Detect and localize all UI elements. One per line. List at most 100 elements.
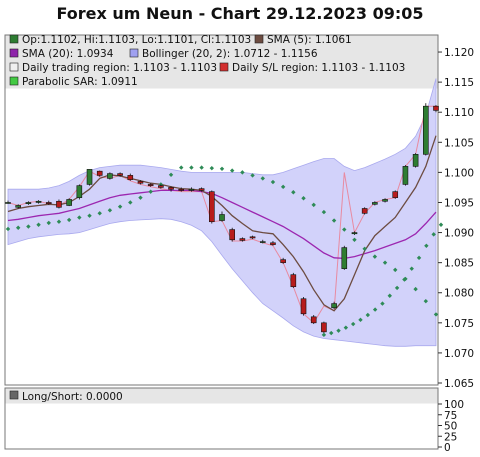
sar-dot [423,298,429,304]
sar-dot [148,189,153,194]
price-tick-label: 1.110 [444,107,474,119]
sar-dot [270,179,276,185]
candle-body [239,238,246,241]
sar-dot [416,255,422,261]
candle-body [423,105,429,155]
long-short-tick-label: 75 [444,410,457,422]
sar-dot [343,325,349,330]
legend-label: Bollinger (20, 2): 1.0712 - 1.1156 [142,48,318,60]
candle-body [351,232,358,235]
sar-dot [372,254,378,259]
legend-swatch [129,48,139,58]
sar-dot [321,209,327,215]
sar-dot [77,215,82,220]
sar-dot [107,208,113,213]
candle-body [433,105,439,111]
long-short-tick-label: 50 [444,421,457,433]
sar-dot [382,260,388,265]
candle-body [198,188,205,191]
lower-legend-box [5,388,438,404]
candle-body [178,188,185,191]
legend-swatch [9,62,19,72]
sar-dot [66,217,72,223]
candle-body [321,322,327,333]
candle-body [15,205,21,208]
sar-dot [280,184,286,190]
sar-dot [336,328,341,333]
candle-body [56,200,62,208]
candle-body [35,200,42,203]
long-short-tick-label: 25 [444,431,457,443]
sar-dot [5,226,11,232]
candle-body [259,241,266,243]
price-tick-label: 1.085 [444,258,474,270]
legend-swatch [9,76,19,86]
sar-dot [179,165,184,170]
sar-dot [138,195,143,200]
sar-dot [189,165,194,170]
sar-dot [250,173,255,178]
chart-title: Forex um Neun - Chart 29.12.2023 09:05 [56,4,424,23]
sar-dot [15,225,21,230]
candle-body [158,185,164,188]
candle-body [402,166,409,185]
candle-body [168,187,174,190]
sar-dot [46,220,51,226]
candle-body [249,236,256,239]
legend-label: Daily S/L region: 1.1103 - 1.1103 [232,62,405,74]
price-layer [5,78,444,347]
sar-dot [311,202,316,208]
sar-dot [431,232,436,237]
sar-dot [393,267,398,273]
sar-dot [433,312,439,317]
sar-dot [229,168,235,173]
legend-swatch [9,34,19,44]
sar-dot [240,170,245,175]
candle-body [107,173,113,179]
candle-body [45,202,52,204]
price-tick-label: 1.065 [444,378,474,390]
candle-body [341,247,348,269]
legend-label: Op:1.1102, Hi:1.1103, Lo:1.1101, Cl:1.11… [22,34,251,46]
candle-body [96,170,103,176]
sar-dot [117,204,123,209]
sar-dot [413,286,418,292]
sar-dot [209,165,215,171]
sar-dot [424,243,429,248]
price-tick-label: 1.090 [444,228,474,240]
sar-dot [362,246,367,252]
candle-body [219,214,225,221]
price-tick-label: 1.080 [444,288,474,300]
price-tick-label: 1.115 [444,77,474,89]
long-short-legend-swatch [9,390,19,400]
candle-body [137,181,144,184]
sar-dot [342,227,347,232]
candle-body [290,274,297,288]
legend-label: Parabolic SAR: 1.0911 [22,76,138,88]
sar-dot [409,266,414,271]
candle-body [66,199,72,206]
sar-dot [394,285,400,291]
sar-dot [260,176,265,181]
candle-body [188,188,195,191]
long-short-legend-label: Long/Short: 0.0000 [22,391,123,403]
sar-dot [352,237,357,242]
sar-dot [331,218,337,223]
candle-body [209,191,215,223]
price-axis: 1.065 1.070 1.075 1.080 1.085 1.090 1.095 1.100… [438,47,474,390]
legend: Op:1.1102, Hi:1.1103, Lo:1.1101, Cl:1.11… [9,34,405,88]
candle-body [331,303,337,309]
candle-body [372,202,378,205]
candle-body [76,185,83,198]
candle-body [310,316,317,324]
sar-dot [387,293,392,298]
sar-dot [350,321,356,327]
sar-dot [56,219,62,224]
long-short-tick-label: 0 [444,442,451,454]
price-tick-label: 1.100 [444,167,474,179]
legend-label: Daily trading region: 1.1103 - 1.1103 [22,62,217,74]
sar-dot [291,190,296,195]
candle-body [5,202,11,204]
sar-dot [168,172,174,177]
